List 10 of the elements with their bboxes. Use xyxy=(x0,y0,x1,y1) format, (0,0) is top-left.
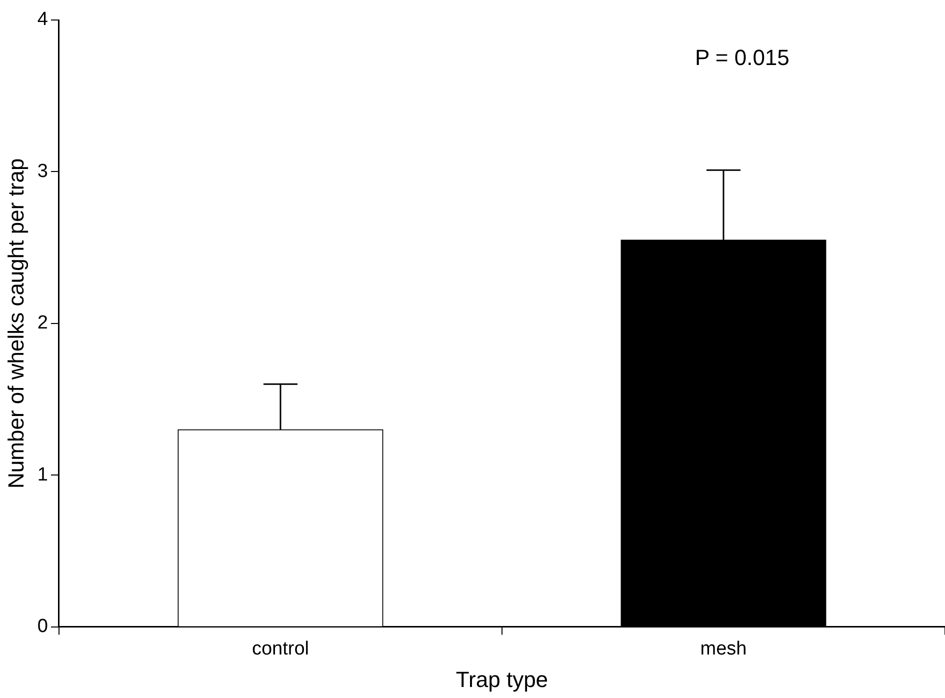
x-tick-label: mesh xyxy=(700,638,747,660)
x-axis-title: Trap type xyxy=(456,666,548,692)
y-tick-label: 1 xyxy=(37,464,48,486)
y-tick-label: 0 xyxy=(37,616,48,638)
y-tick-label: 4 xyxy=(37,9,48,30)
x-tick-label: control xyxy=(252,638,309,660)
y-tick-label: 2 xyxy=(37,312,48,334)
y-tick-label: 3 xyxy=(37,160,48,182)
annotation: P = 0.015 xyxy=(695,45,790,70)
y-axis-title: Number of whelks caught per trap xyxy=(3,158,28,488)
